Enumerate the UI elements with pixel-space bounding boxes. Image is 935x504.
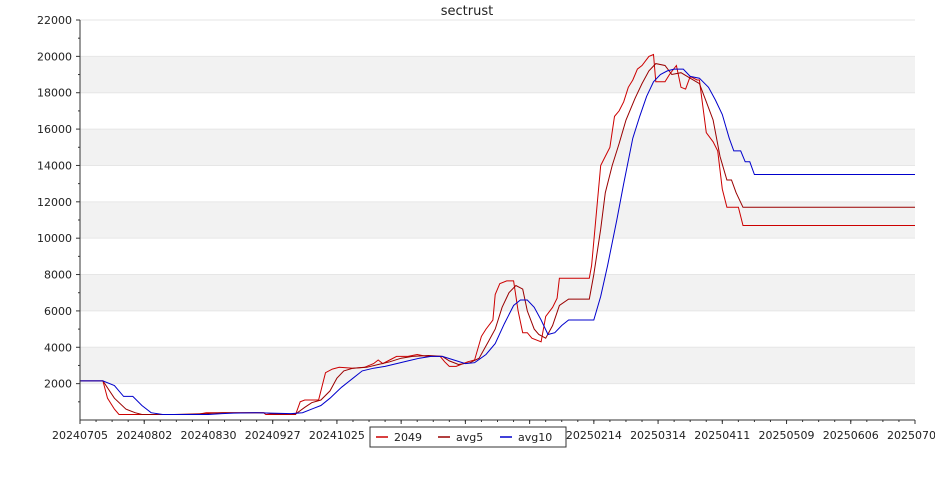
- grid-bands: [80, 56, 915, 384]
- legend-label: avg10: [518, 431, 552, 444]
- legend-label: avg5: [456, 431, 483, 444]
- x-tick-label: 20240705: [52, 429, 108, 442]
- y-tick-label: 10000: [37, 232, 72, 245]
- grid-band: [80, 56, 915, 93]
- y-tick-label: 14000: [37, 159, 72, 172]
- chart-title: sectrust: [441, 4, 493, 19]
- grid-band: [80, 274, 915, 311]
- x-tick-label: 20250704: [887, 429, 935, 442]
- grid-band: [80, 347, 915, 384]
- legend-box: [369, 426, 567, 448]
- y-tick-label: 6000: [44, 305, 72, 318]
- legend-label: 2049: [394, 431, 422, 444]
- x-tick-label: 20250314: [630, 429, 686, 442]
- y-tick-label: 2000: [44, 378, 72, 391]
- y-tick-label: 18000: [37, 87, 72, 100]
- series-line-avg5: [80, 63, 915, 415]
- horizontal-gridlines: [80, 19, 915, 385]
- y-tick-label: 12000: [37, 196, 72, 209]
- y-tick-label: 16000: [37, 123, 72, 136]
- legend: 2049 avg5 avg10: [369, 426, 567, 448]
- x-tick-label: 20241025: [309, 429, 365, 442]
- x-tick-label: 20240802: [116, 429, 172, 442]
- x-tick-label: 20250214: [566, 429, 622, 442]
- grid-band: [80, 201, 915, 239]
- y-tick-label: 20000: [37, 50, 72, 63]
- series-lines: [80, 53, 915, 415]
- x-tick-label: 20250509: [759, 429, 815, 442]
- x-tick-label: 20250606: [823, 429, 879, 442]
- y-tick-label: 22000: [37, 14, 72, 27]
- series-line-avg10: [80, 68, 915, 415]
- y-tick-label: 8000: [44, 269, 72, 282]
- x-tick-label: 20240830: [180, 429, 236, 442]
- grid-band: [80, 129, 915, 166]
- x-tick-label: 20240927: [245, 429, 301, 442]
- x-tick-label: 20250411: [694, 429, 750, 442]
- y-axis-ticks: 2000 4000 6000 8000 10000 12000 14000 16000 1800…: [37, 14, 80, 403]
- y-tick-label: 4000: [44, 341, 72, 354]
